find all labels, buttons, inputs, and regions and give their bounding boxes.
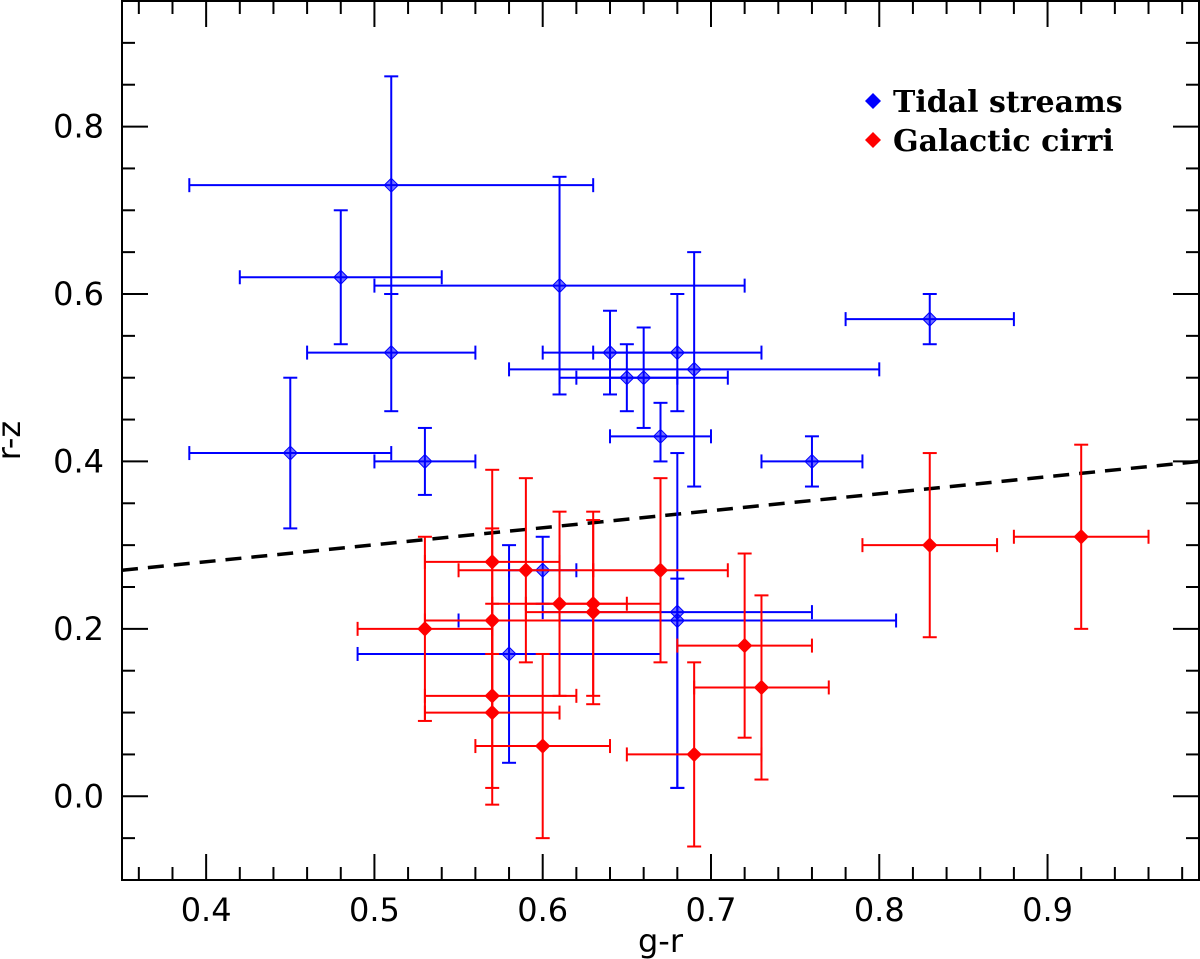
- data-point: [457, 477, 595, 664]
- diamond-marker: [804, 453, 820, 470]
- data-point: [844, 293, 1015, 346]
- data-point: [1012, 443, 1150, 630]
- diamond-marker: [333, 269, 349, 285]
- data-point: [373, 426, 477, 496]
- legend-label: Galactic cirri: [893, 124, 1114, 159]
- diamond-marker: [383, 344, 399, 361]
- data-series: [188, 75, 1150, 848]
- diamond-marker: [383, 177, 399, 193]
- data-point: [306, 293, 477, 413]
- diamond-marker: [282, 445, 298, 461]
- diamond-marker: [635, 370, 652, 386]
- diamond-marker: [686, 361, 702, 378]
- series-galactic-cirri: [356, 443, 1150, 848]
- legend: Tidal streams Galactic cirri: [865, 85, 1123, 159]
- diamond-marker: [652, 428, 669, 445]
- data-point: [356, 544, 662, 764]
- data-point: [373, 175, 746, 396]
- diamond-marker: [534, 738, 551, 754]
- diamond-marker: [417, 621, 433, 637]
- data-point: [592, 477, 729, 664]
- data-point: [474, 652, 612, 840]
- y-tick-label: 0.0: [53, 777, 104, 815]
- x-axis-label: g-r: [638, 922, 684, 959]
- legend-label: Tidal streams: [893, 85, 1123, 120]
- y-tick-label: 0.2: [53, 610, 104, 648]
- data-point: [592, 293, 763, 413]
- x-tick-labels: 0.4 0.5 0.6 0.7 0.8 0.9: [181, 891, 1073, 929]
- data-point: [861, 452, 999, 639]
- y-tick-label: 0.6: [53, 275, 104, 313]
- y-tick-label: 0.4: [53, 442, 104, 480]
- x-tick-label: 0.6: [517, 891, 568, 929]
- diamond-marker: [736, 637, 753, 654]
- diamond-marker: [686, 746, 702, 763]
- data-point: [524, 519, 662, 706]
- data-point: [676, 552, 813, 739]
- diamond-marker: [922, 537, 938, 553]
- x-tick-label: 0.5: [349, 891, 400, 929]
- diamond-marker: [669, 344, 686, 361]
- data-point: [238, 209, 443, 346]
- diamond-marker: [669, 612, 686, 629]
- diamond-marker: [1073, 529, 1089, 545]
- x-tick-label: 0.4: [181, 891, 232, 929]
- y-tick-labels: 0.0 0.2 0.4 0.6 0.8: [53, 108, 104, 816]
- axis-ticks: [122, 0, 1199, 881]
- diamond-marker: [501, 646, 517, 662]
- data-point: [423, 619, 561, 806]
- legend-marker: [865, 93, 881, 109]
- diamond-marker: [484, 704, 500, 721]
- data-point: [188, 75, 595, 295]
- diamond-marker: [417, 453, 433, 470]
- data-point: [609, 401, 712, 463]
- data-point: [188, 376, 393, 530]
- diamond-marker: [753, 679, 770, 696]
- plot-frame: [121, 0, 1200, 881]
- y-axis-label: r-z: [0, 421, 28, 460]
- diamond-marker: [922, 311, 938, 327]
- x-tick-label: 0.8: [854, 891, 905, 929]
- data-point: [760, 435, 864, 488]
- diamond-marker: [652, 562, 669, 578]
- diamond-marker: [585, 604, 601, 620]
- data-point: [693, 594, 830, 781]
- y-tick-label: 0.8: [53, 108, 104, 146]
- legend-marker: [865, 132, 881, 148]
- diamond-marker: [551, 277, 568, 294]
- x-tick-label: 0.7: [686, 891, 737, 929]
- diamond-marker: [518, 562, 534, 578]
- data-point: [508, 251, 881, 488]
- series-tidal-streams: [188, 75, 1015, 789]
- x-tick-label: 0.9: [1022, 891, 1073, 929]
- data-point: [558, 326, 729, 429]
